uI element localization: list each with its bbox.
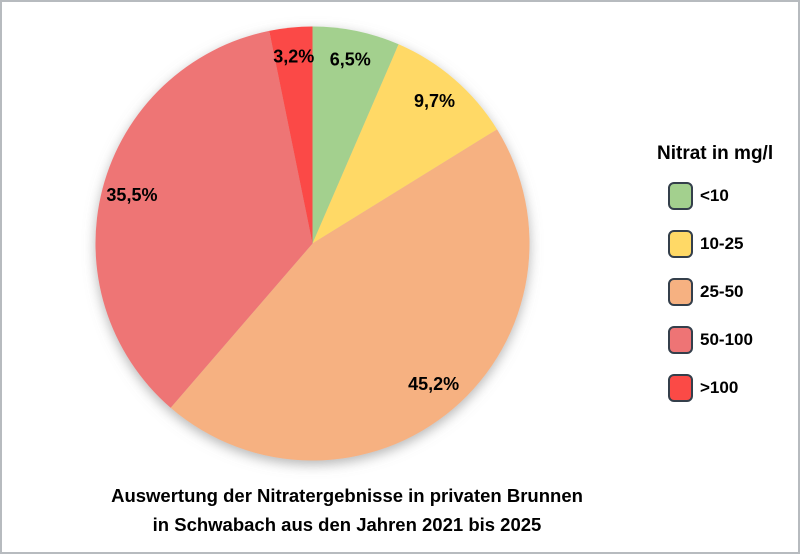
legend-swatch-icon: [668, 182, 693, 210]
pie-slice-<10: [312, 26, 399, 244]
pie-slice-50-100: [95, 30, 313, 408]
legend-title: Nitrat in mg/l: [657, 143, 774, 164]
legend-item-label: <10: [700, 186, 729, 205]
legend-item: 10-25: [655, 230, 795, 258]
legend-item: 50-100: [655, 326, 795, 354]
pie-slice-25-50: [170, 129, 530, 461]
pie-slice-label-10-25: 9,7%: [414, 91, 455, 111]
legend-item-label: 50-100: [700, 330, 753, 349]
legend-item-label: 25-50: [700, 282, 744, 301]
legend-swatch-icon: [668, 278, 693, 306]
pie-slice-label-25-50: 45,2%: [408, 374, 459, 394]
legend: Nitrat in mg/l <10 10-25 25-50 50-100 >100: [655, 143, 795, 423]
legend-swatch-icon: [668, 230, 693, 258]
pie-slice-label-50-100: 35,5%: [106, 185, 157, 205]
caption-line-1: Auswertung der Nitratergebnisse in priva…: [111, 485, 583, 506]
pie-slice-10-25: [312, 44, 498, 244]
legend-item-label: >100: [700, 378, 739, 397]
pie-slices-group: [95, 26, 530, 461]
legend-item: <10: [655, 182, 795, 210]
pie-slice-label->100: 3,2%: [273, 47, 314, 67]
legend-item-label: 10-25: [700, 234, 744, 253]
pie-slice-label-<10: 6,5%: [330, 49, 371, 69]
legend-swatch-icon: [668, 374, 693, 402]
pie-labels-group: 6,5% 9,7% 45,2% 35,5% 3,2%: [106, 47, 459, 395]
legend-item: 25-50: [655, 278, 795, 306]
pie-slice->100: [269, 26, 313, 244]
legend-item: >100: [655, 374, 795, 402]
legend-items: <10 10-25 25-50 50-100 >100: [655, 182, 795, 402]
chart-caption: Auswertung der Nitratergebnisse in priva…: [2, 481, 692, 539]
legend-swatch-icon: [668, 326, 693, 354]
caption-line-2: in Schwabach aus den Jahren 2021 bis 202…: [152, 514, 542, 535]
